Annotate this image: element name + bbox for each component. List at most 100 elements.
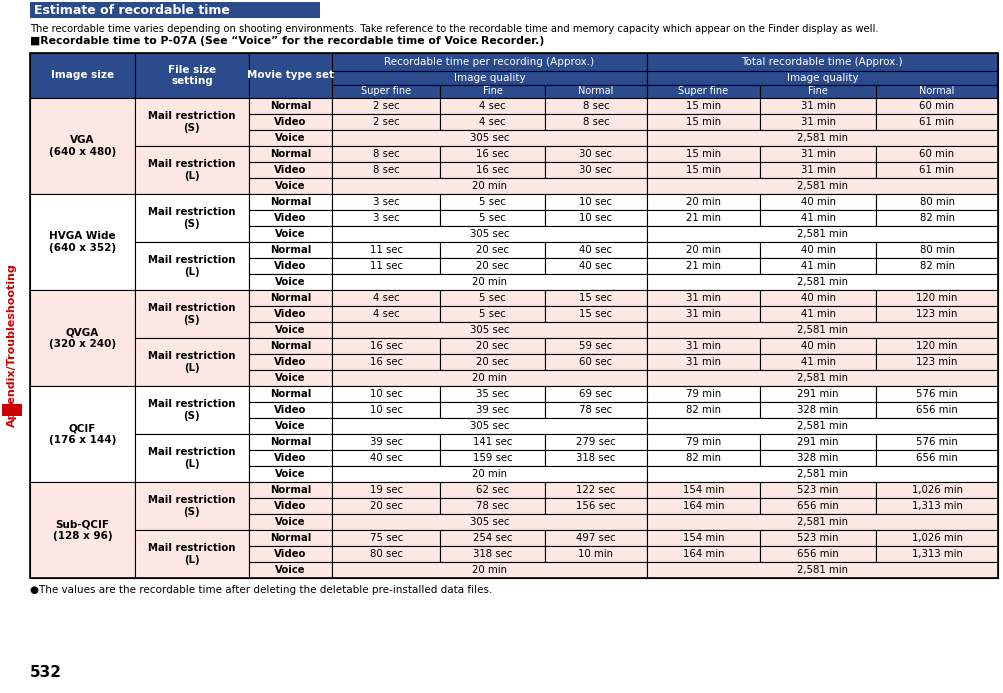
Text: 15 min: 15 min — [685, 117, 720, 127]
Bar — [545, 530, 646, 546]
Text: Mail restriction
(L): Mail restriction (L) — [148, 447, 236, 468]
Text: Fine: Fine — [482, 87, 502, 96]
Bar — [249, 482, 332, 498]
Bar — [332, 562, 646, 578]
Text: VGA
(640 x 480): VGA (640 x 480) — [49, 135, 116, 157]
Bar — [876, 386, 997, 402]
Text: 154 min: 154 min — [682, 485, 723, 495]
Text: 15 min: 15 min — [685, 101, 720, 111]
Text: 20 min: 20 min — [471, 469, 507, 479]
Text: 159 sec: 159 sec — [472, 453, 512, 463]
Bar — [332, 434, 439, 450]
Text: 4 sec: 4 sec — [372, 309, 399, 319]
Bar — [249, 354, 332, 370]
Text: Video: Video — [274, 357, 306, 367]
Bar — [876, 98, 997, 114]
Text: 1,026 min: 1,026 min — [911, 533, 962, 543]
Bar — [646, 386, 759, 402]
Bar — [439, 450, 545, 466]
Text: 59 sec: 59 sec — [579, 341, 612, 351]
Text: 291 min: 291 min — [796, 389, 839, 399]
Text: 39 sec: 39 sec — [369, 437, 402, 447]
Text: Image quality: Image quality — [785, 73, 858, 83]
Bar — [332, 226, 646, 242]
Bar — [646, 530, 759, 546]
Text: 20 sec: 20 sec — [475, 341, 509, 351]
Text: Mail restriction
(L): Mail restriction (L) — [148, 351, 236, 373]
Bar — [646, 114, 759, 130]
Text: 60 min: 60 min — [919, 101, 954, 111]
Text: 15 sec: 15 sec — [579, 309, 612, 319]
Text: 10 sec: 10 sec — [369, 405, 402, 415]
Text: 82 min: 82 min — [919, 261, 954, 271]
Bar — [332, 370, 646, 386]
Bar — [332, 386, 439, 402]
Text: 154 min: 154 min — [682, 533, 723, 543]
Text: Recordable time per recording (Approx.): Recordable time per recording (Approx.) — [384, 57, 594, 67]
Bar — [876, 162, 997, 178]
Bar — [759, 482, 876, 498]
Bar — [876, 402, 997, 418]
Bar — [759, 210, 876, 226]
Bar — [332, 306, 439, 322]
Text: Voice: Voice — [275, 517, 306, 527]
Text: 123 min: 123 min — [916, 357, 957, 367]
Text: Voice: Voice — [275, 181, 306, 191]
Bar — [646, 450, 759, 466]
Bar — [332, 402, 439, 418]
Text: 523 min: 523 min — [796, 485, 839, 495]
Text: Mail restriction
(S): Mail restriction (S) — [148, 399, 236, 421]
Text: 60 sec: 60 sec — [579, 357, 612, 367]
Bar — [646, 162, 759, 178]
Bar — [759, 290, 876, 306]
Text: 31 min: 31 min — [799, 149, 834, 159]
Text: Normal: Normal — [919, 87, 954, 96]
Text: 79 min: 79 min — [685, 437, 720, 447]
Bar — [876, 306, 997, 322]
Text: Image size: Image size — [51, 71, 114, 80]
Bar — [249, 258, 332, 274]
Bar — [646, 466, 997, 482]
Bar — [545, 242, 646, 258]
Bar — [876, 338, 997, 354]
Bar — [249, 322, 332, 338]
Text: 41 min: 41 min — [799, 261, 834, 271]
Text: 120 min: 120 min — [916, 293, 957, 303]
Text: Mail restriction
(S): Mail restriction (S) — [148, 495, 236, 517]
Bar — [545, 114, 646, 130]
Bar — [135, 530, 249, 578]
Text: HVGA Wide
(640 x 352): HVGA Wide (640 x 352) — [49, 231, 116, 253]
Text: Mail restriction
(L): Mail restriction (L) — [148, 255, 236, 277]
Text: 328 min: 328 min — [796, 453, 838, 463]
Bar — [876, 546, 997, 562]
Text: Video: Video — [274, 117, 306, 127]
Bar — [439, 162, 545, 178]
Text: 16 sec: 16 sec — [475, 165, 509, 175]
Bar — [332, 178, 646, 194]
Text: Voice: Voice — [275, 325, 306, 335]
Bar — [332, 53, 646, 71]
Bar — [439, 290, 545, 306]
Text: 62 sec: 62 sec — [475, 485, 509, 495]
Text: 82 min: 82 min — [919, 213, 954, 223]
Bar — [332, 498, 439, 514]
Bar — [249, 53, 332, 98]
Text: 19 sec: 19 sec — [369, 485, 402, 495]
Text: 1,313 min: 1,313 min — [911, 501, 962, 511]
Text: 328 min: 328 min — [796, 405, 838, 415]
Bar — [759, 98, 876, 114]
Bar — [876, 482, 997, 498]
Bar — [545, 434, 646, 450]
Text: 4 sec: 4 sec — [478, 101, 506, 111]
Bar — [545, 546, 646, 562]
Bar — [545, 258, 646, 274]
Text: 656 min: 656 min — [796, 549, 839, 559]
Text: 10 sec: 10 sec — [369, 389, 402, 399]
Text: 2 sec: 2 sec — [372, 101, 399, 111]
Bar — [332, 530, 439, 546]
Text: 279 sec: 279 sec — [576, 437, 615, 447]
Bar — [30, 53, 997, 578]
Text: 2,581 min: 2,581 min — [796, 133, 847, 143]
Text: 82 min: 82 min — [685, 453, 720, 463]
Text: 2 sec: 2 sec — [372, 117, 399, 127]
